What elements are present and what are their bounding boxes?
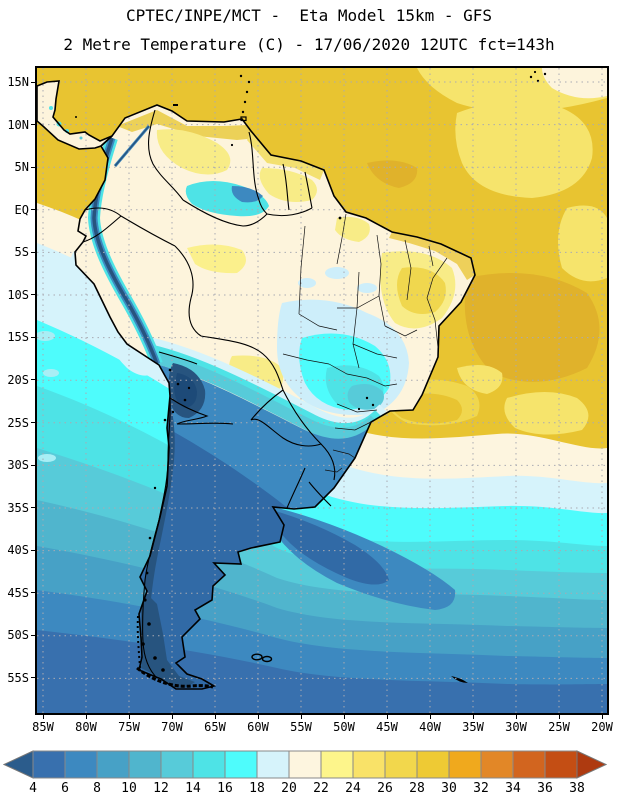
colorbar-segment <box>128 750 162 779</box>
page-title: CPTEC/INPE/MCT - Eta Model 15km - GFS <box>125 6 493 25</box>
falkland-islands <box>261 655 273 663</box>
colorbar-tick-label: 6 <box>61 781 69 796</box>
map-frame <box>35 66 609 715</box>
lat-tick-label: 45S <box>0 586 35 600</box>
colorbar-tick-label: 14 <box>185 781 201 796</box>
lat-tick-label: 5N <box>0 160 35 174</box>
lat-tick-label: 35S <box>0 501 35 515</box>
colorbar-segment <box>32 750 66 779</box>
coastlines <box>37 80 476 690</box>
country-borders <box>82 109 336 679</box>
colorbar-segment <box>416 750 450 779</box>
colorbar-segment <box>352 750 386 779</box>
colorbar-tick-label: 18 <box>249 781 265 796</box>
lon-tick-label: 50W <box>329 715 359 735</box>
colorbar-segment <box>256 750 290 779</box>
colorbar-segment <box>544 750 578 779</box>
colorbar-tick-label: 4 <box>29 781 37 796</box>
lon-tick-label: 20W <box>587 715 617 735</box>
lon-tick-label: 40W <box>415 715 445 735</box>
colorbar-tick-label: 20 <box>281 781 297 796</box>
colorbar-segment <box>64 750 98 779</box>
colorbar-segment <box>160 750 194 779</box>
colorbar-segment <box>512 750 546 779</box>
lat-tick-label: 10N <box>0 118 35 132</box>
lat-tick-label: 15N <box>0 75 35 89</box>
colorbar-left-arrow <box>2 750 34 779</box>
colorbar-gradient <box>2 750 608 779</box>
lat-tick-label: 20S <box>0 373 35 387</box>
lon-tick-label: 25W <box>544 715 574 735</box>
colorbar-segment <box>224 750 258 779</box>
colorbar-segment <box>320 750 354 779</box>
lat-tick-label: 25S <box>0 416 35 430</box>
lon-tick-label: 70W <box>157 715 187 735</box>
lat-tick-label: 40S <box>0 543 35 557</box>
lat-tick-label: 30S <box>0 458 35 472</box>
page-subtitle: 2 Metre Temperature (C) - 17/06/2020 12U… <box>63 35 555 54</box>
colorbar-segment <box>288 750 322 779</box>
lat-tick-label: 55S <box>0 671 35 685</box>
colorbar-segment <box>192 750 226 779</box>
colorbar <box>2 750 608 779</box>
colorbar-tick-label: 36 <box>537 781 553 796</box>
lon-axis: 85W 80W 75W 70W 65W 60W 55W 50W 45W 40W 35W 30W 25W 2… <box>28 715 617 735</box>
lat-tick-label: 5S <box>0 245 35 259</box>
colorbar-segment <box>480 750 514 779</box>
colorbar-tick-label: 8 <box>93 781 101 796</box>
colorbar-tick-label: 10 <box>121 781 137 796</box>
colorbar-tick-label: 22 <box>313 781 329 796</box>
falkland-islands <box>251 653 263 661</box>
lat-tick-label: 10S <box>0 288 35 302</box>
chilean-fjords-coast <box>136 615 141 669</box>
colorbar-segment <box>448 750 482 779</box>
colorbar-tick-label: 32 <box>473 781 489 796</box>
colorbar-scale: 4 6 8 10 12 14 16 18 20 22 24 26 28 30 32 34 36 38 <box>18 781 592 797</box>
tierra-del-fuego-coast <box>136 666 214 689</box>
lon-tick-label: 55W <box>286 715 316 735</box>
lon-tick-label: 85W <box>28 715 58 735</box>
lat-tick-label: 50S <box>0 628 35 642</box>
lon-tick-label: 75W <box>114 715 144 735</box>
grid-lines <box>37 68 607 713</box>
colorbar-tick-label: 30 <box>441 781 457 796</box>
lon-tick-label: 30W <box>501 715 531 735</box>
lon-tick-label: 45W <box>372 715 402 735</box>
colorbar-segment <box>96 750 130 779</box>
lon-tick-label: 65W <box>200 715 230 735</box>
state-borders <box>282 213 448 473</box>
colorbar-tick-label: 26 <box>377 781 393 796</box>
islands <box>75 70 547 683</box>
colorbar-segment <box>384 750 418 779</box>
lon-tick-label: 35W <box>458 715 488 735</box>
colorbar-tick-label: 38 <box>569 781 585 796</box>
colorbar-tick-label: 28 <box>409 781 425 796</box>
temperature-field-map <box>37 68 607 713</box>
colorbar-tick-label: 24 <box>345 781 361 796</box>
colorbar-right-arrow <box>576 750 608 779</box>
lat-axis: 15N 10N 5N EQ 5S 10S 15S 20S 25S 30S 35S 40S 45S 50S 5… <box>0 75 35 685</box>
lon-tick-label: 80W <box>71 715 101 735</box>
lat-tick-label: 15S <box>0 330 35 344</box>
south-georgia-island <box>451 676 468 683</box>
lon-tick-label: 60W <box>243 715 273 735</box>
colorbar-tick-label: 16 <box>217 781 233 796</box>
lat-tick-label: EQ <box>0 203 35 217</box>
colorbar-tick-label: 34 <box>505 781 521 796</box>
colorbar-tick-label: 12 <box>153 781 169 796</box>
